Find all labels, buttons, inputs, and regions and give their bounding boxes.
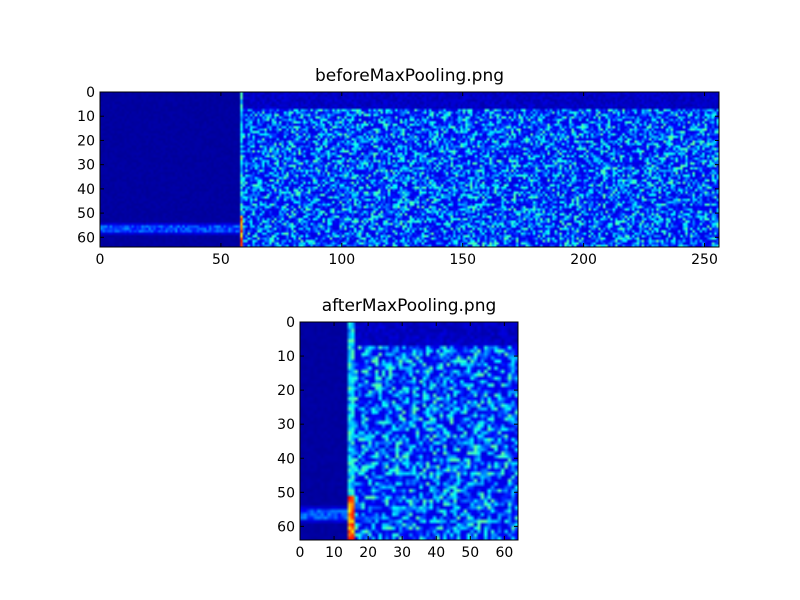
y-tick-label: 20 — [77, 133, 95, 149]
y-tick-label: 50 — [277, 485, 295, 501]
x-tick-label: 100 — [328, 252, 355, 268]
x-tick-label: 50 — [461, 545, 479, 561]
y-tick-label: 30 — [77, 158, 95, 174]
x-tick-label: 250 — [691, 252, 718, 268]
x-tick-label: 200 — [570, 252, 597, 268]
plot-frame — [299, 321, 519, 541]
heatmap-image — [100, 92, 719, 247]
chart-title-after: afterMaxPooling.png — [321, 296, 497, 316]
plot-frame — [99, 91, 720, 248]
heatmap-before: 0 50 100 150 200 250 0 10 20 30 40 50 60 — [77, 85, 720, 268]
heatmap-image — [300, 322, 518, 540]
x-tick-label: 0 — [296, 545, 305, 561]
x-tick-label: 60 — [495, 545, 513, 561]
y-tick-label: 0 — [286, 315, 295, 331]
x-tick-label: 30 — [393, 545, 411, 561]
x-tick-label: 50 — [212, 252, 230, 268]
y-tick-label: 40 — [77, 182, 95, 198]
y-tick-label: 40 — [277, 451, 295, 467]
x-tick-label: 0 — [96, 252, 105, 268]
y-tick-label: 20 — [277, 383, 295, 399]
y-tick-label: 10 — [77, 109, 95, 125]
chart-title-before: beforeMaxPooling.png — [314, 66, 505, 86]
x-tick-label: 20 — [359, 545, 377, 561]
y-tick-label: 10 — [277, 349, 295, 365]
y-tick-label: 0 — [86, 85, 95, 101]
x-tick-label: 40 — [427, 545, 445, 561]
y-tick-label: 30 — [277, 417, 295, 433]
x-tick-label: 150 — [449, 252, 476, 268]
y-tick-label: 60 — [77, 230, 95, 246]
x-tick-label: 10 — [325, 545, 343, 561]
y-tick-label: 50 — [77, 206, 95, 222]
y-tick-label: 60 — [277, 519, 295, 535]
